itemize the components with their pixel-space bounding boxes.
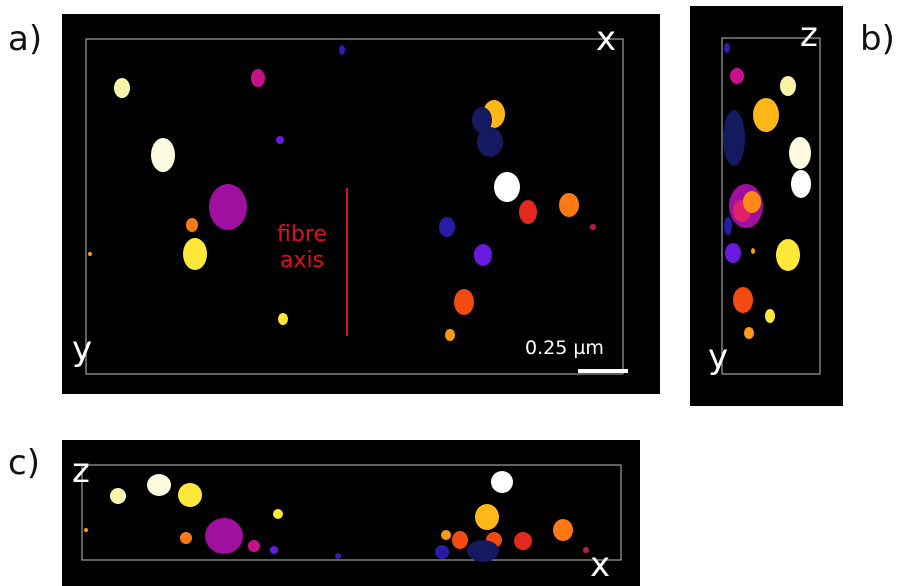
panel-c-axis-z: z — [72, 451, 90, 491]
panel-a-frame — [85, 38, 624, 375]
fibre-axis-label: fibre axis — [262, 222, 342, 274]
particle — [583, 547, 589, 553]
particle — [278, 313, 288, 325]
particle — [494, 172, 520, 202]
particle — [454, 289, 474, 315]
panel-c-axis-x: x — [590, 545, 611, 585]
particle — [183, 238, 207, 270]
particle — [445, 329, 455, 341]
particle — [491, 471, 513, 493]
particle — [730, 68, 744, 84]
panel-b-axis-z: z — [800, 15, 818, 55]
particle — [205, 518, 243, 554]
particle — [723, 110, 745, 166]
particle — [590, 224, 596, 230]
particle — [744, 327, 754, 339]
particle — [725, 243, 741, 263]
particle — [751, 248, 755, 254]
particle — [753, 98, 779, 132]
particle — [472, 107, 492, 133]
panel-c-image — [81, 464, 622, 562]
particle — [186, 218, 198, 232]
panel-b-frame — [721, 37, 821, 375]
particle — [270, 546, 278, 554]
particle — [441, 530, 451, 540]
fibre-axis-label-line2: axis — [279, 248, 325, 273]
particle — [724, 43, 730, 53]
particle — [276, 136, 284, 144]
panel-letter-a: a) — [8, 19, 43, 59]
particle — [780, 76, 796, 96]
particle — [114, 78, 130, 98]
particle — [514, 532, 532, 550]
particle — [452, 531, 468, 549]
particle — [467, 540, 499, 562]
particle — [743, 191, 761, 213]
panel-b-zy-view: z y — [690, 6, 843, 406]
particle — [724, 217, 732, 235]
scale-bar-label: 0.25 µm — [525, 337, 604, 359]
fibre-axis-label-line1: fibre — [277, 222, 327, 247]
particle — [180, 532, 192, 544]
particle — [435, 545, 449, 559]
particle — [789, 137, 811, 169]
panel-letter-c: c) — [8, 443, 40, 483]
panel-a-image — [85, 38, 628, 375]
particle — [84, 528, 88, 532]
particle — [474, 244, 492, 266]
particle — [339, 45, 345, 55]
particle — [209, 184, 247, 230]
particle — [477, 127, 503, 157]
particle — [776, 239, 800, 271]
particle — [475, 504, 499, 530]
panel-c-zx-view: z x — [62, 440, 640, 586]
particle — [439, 217, 455, 237]
particle — [273, 509, 283, 519]
particle — [151, 138, 175, 172]
panel-a-axis-y: y — [72, 329, 93, 369]
particle — [559, 193, 579, 217]
particle — [178, 483, 202, 507]
panel-b-axis-y: y — [708, 337, 729, 377]
particle — [251, 69, 265, 87]
particle — [147, 474, 171, 496]
particle — [765, 309, 775, 323]
panel-a-xy-view: fibre axis 0.25 µm x y — [62, 14, 660, 394]
particle — [791, 170, 811, 198]
particle — [248, 540, 260, 552]
particle — [519, 200, 537, 224]
particle — [553, 519, 573, 541]
particle — [733, 287, 753, 313]
particle — [110, 488, 126, 504]
panel-b-image — [721, 37, 821, 375]
panel-a-axis-x: x — [596, 19, 617, 59]
particle — [335, 553, 341, 559]
panel-letter-b: b) — [860, 19, 895, 59]
panel-c-frame — [81, 464, 622, 561]
particle — [88, 252, 92, 256]
